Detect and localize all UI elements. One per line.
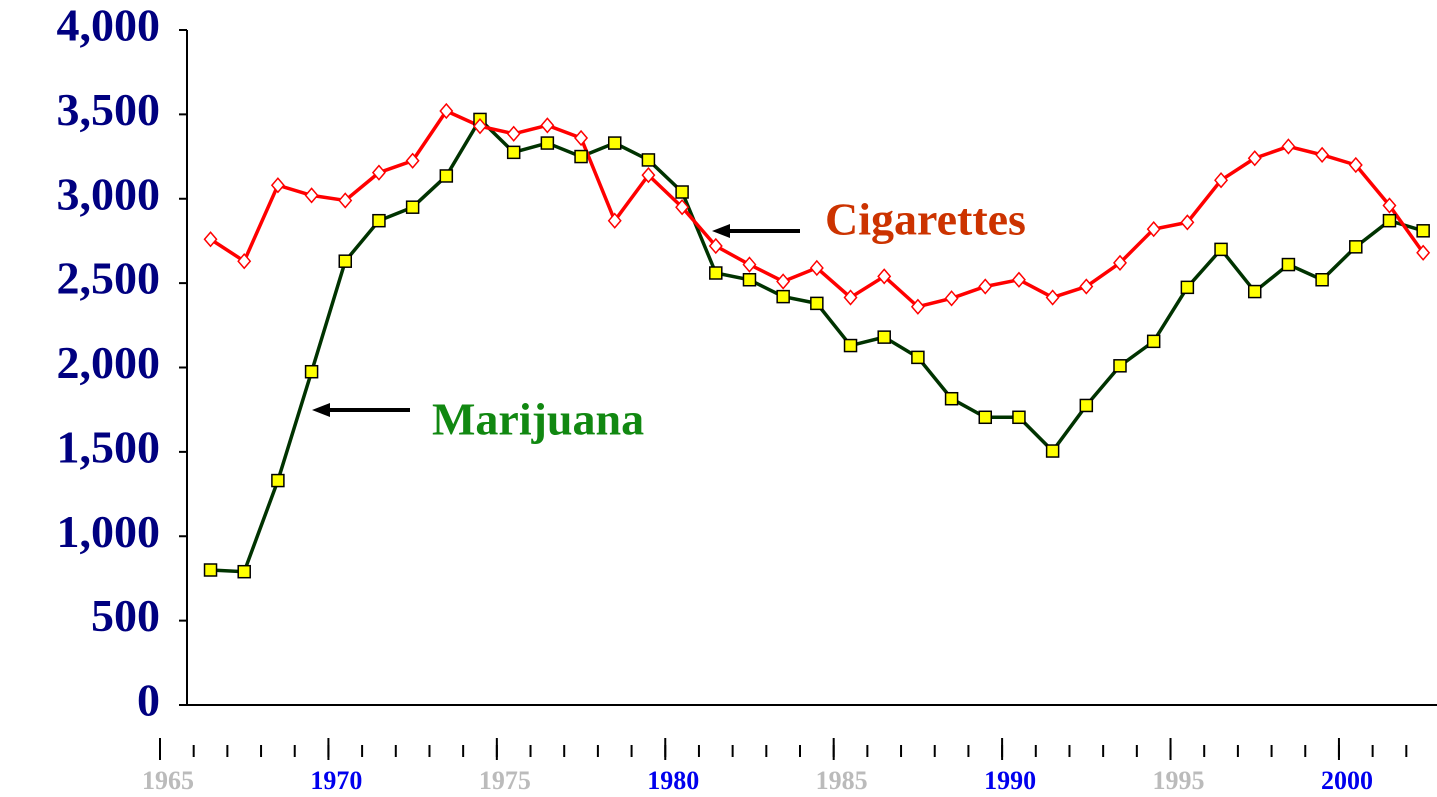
marker xyxy=(1281,138,1296,155)
marker xyxy=(708,237,723,255)
marker xyxy=(675,199,690,216)
marker xyxy=(371,164,386,181)
marker xyxy=(1113,254,1127,272)
marker xyxy=(944,290,959,307)
marker xyxy=(776,289,790,304)
marker xyxy=(1382,197,1397,214)
marker xyxy=(1146,334,1161,349)
marker xyxy=(1247,284,1262,299)
y-tick-label: 500 xyxy=(91,590,160,641)
marker xyxy=(304,187,319,204)
annotation: Cigarettes xyxy=(825,194,1026,245)
marker xyxy=(1045,289,1060,306)
marker xyxy=(1113,359,1127,373)
marker xyxy=(1214,242,1228,257)
marker xyxy=(911,350,925,365)
marker xyxy=(1348,156,1363,174)
y-tick-label: 4,000 xyxy=(57,0,161,51)
y-tick-label: 3,000 xyxy=(57,168,161,219)
marker xyxy=(877,330,891,344)
marker xyxy=(405,152,420,169)
marker xyxy=(237,564,251,579)
marker xyxy=(1416,224,1430,238)
x-tick-label: 1995 xyxy=(1153,766,1205,795)
marker xyxy=(1180,280,1195,295)
marker xyxy=(1079,278,1094,295)
marker xyxy=(270,177,285,194)
marker xyxy=(574,129,589,147)
marker xyxy=(742,256,757,273)
marker xyxy=(506,145,521,160)
marker xyxy=(910,298,925,315)
marker xyxy=(574,149,588,164)
x-tick-label: 1990 xyxy=(984,766,1036,795)
annotation: Marijuana xyxy=(432,394,644,445)
marker xyxy=(641,153,656,167)
marker xyxy=(405,200,420,214)
marker xyxy=(1214,172,1229,189)
marker xyxy=(540,117,555,134)
marker xyxy=(742,273,757,287)
marker xyxy=(776,273,791,290)
marker xyxy=(540,136,555,150)
marker xyxy=(1281,257,1296,272)
marker xyxy=(203,231,218,248)
marker xyxy=(843,289,858,306)
y-tick-label: 1,500 xyxy=(57,421,161,472)
marker xyxy=(1012,410,1026,425)
marker xyxy=(607,212,622,229)
marker xyxy=(1315,273,1329,287)
marker xyxy=(978,278,993,295)
marker xyxy=(675,185,689,199)
marker xyxy=(304,364,319,379)
x-tick-label: 1985 xyxy=(816,766,868,795)
marker xyxy=(709,266,723,280)
marker xyxy=(1247,150,1262,167)
x-tick-label: 1965 xyxy=(142,766,194,795)
y-tick-label: 1,000 xyxy=(57,506,161,557)
marker xyxy=(1045,444,1060,458)
x-tick-label: 2000 xyxy=(1321,766,1373,795)
marker xyxy=(1315,146,1330,164)
marker xyxy=(203,563,218,577)
x-tick-label: 1980 xyxy=(647,766,699,795)
arrow-head xyxy=(312,403,330,417)
marker xyxy=(1011,271,1026,288)
marker xyxy=(506,125,521,142)
y-tick-label: 2,000 xyxy=(57,337,161,388)
marker xyxy=(1349,240,1363,254)
marker xyxy=(237,253,252,270)
marker xyxy=(877,268,892,285)
marker xyxy=(978,410,993,425)
series-line xyxy=(210,116,1424,574)
arrow-head xyxy=(712,224,730,238)
y-tick-label: 2,500 xyxy=(57,253,161,304)
y-tick-label: 0 xyxy=(137,675,160,726)
marker xyxy=(1180,214,1195,231)
marker xyxy=(641,166,656,184)
marker xyxy=(944,391,959,406)
marker xyxy=(607,136,622,150)
marker xyxy=(338,254,353,268)
marker xyxy=(473,118,487,135)
marker xyxy=(1416,244,1431,261)
marker xyxy=(843,338,858,353)
marker xyxy=(439,169,454,183)
marker xyxy=(271,473,285,488)
marker xyxy=(372,213,386,228)
x-tick-label: 1970 xyxy=(310,766,362,795)
marker xyxy=(1382,213,1397,228)
marker xyxy=(810,296,824,311)
y-tick-label: 3,500 xyxy=(57,84,161,135)
marker xyxy=(439,102,454,120)
marker xyxy=(1146,220,1161,238)
x-tick-label: 1975 xyxy=(479,766,531,795)
marker xyxy=(338,192,353,209)
marker xyxy=(809,259,824,277)
marker xyxy=(1079,398,1094,413)
